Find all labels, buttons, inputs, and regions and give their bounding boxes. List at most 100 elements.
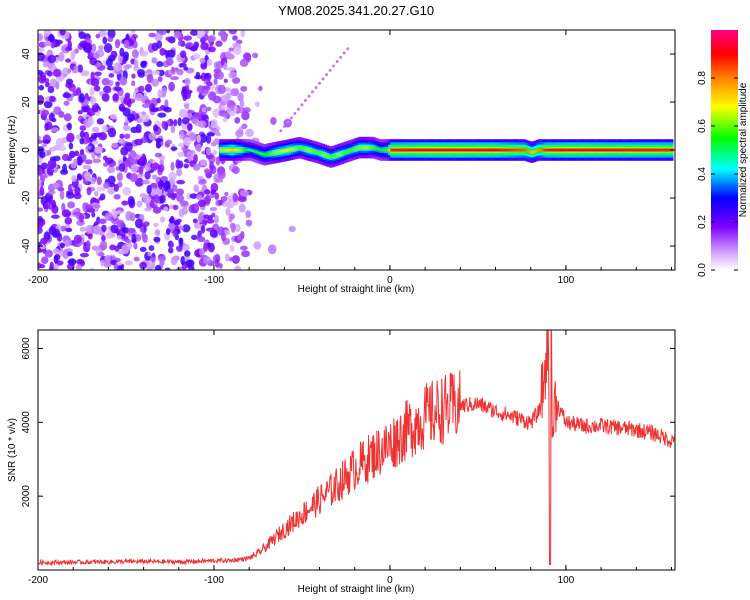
spectrogram-noise-cell <box>40 256 49 265</box>
spectrogram-noise-cell <box>79 125 87 132</box>
spectrogram-noise-cell <box>85 42 93 50</box>
spectrogram-noise-cell <box>197 199 207 208</box>
spectrogram-ridge-cell <box>288 148 292 152</box>
x-tick-label: -200 <box>28 275 48 286</box>
spectrogram-noise-cell <box>38 70 44 76</box>
spectrogram-noise-cell <box>81 104 88 113</box>
spectrogram-trace-cell <box>325 73 329 77</box>
spectrogram-noise-cell <box>67 156 72 162</box>
spectrogram-noise-cell <box>155 138 163 143</box>
spectrogram-ridge-cell <box>244 148 247 152</box>
spectrogram-trace-cell <box>346 47 350 51</box>
spectrogram-ridge-cell <box>592 148 596 152</box>
spectrogram-ridge-cell <box>565 148 568 152</box>
spectrogram-noise-cell <box>116 219 125 229</box>
spectrogram-noise-cell <box>130 30 136 34</box>
colorbar-tick-label: 0.4 <box>697 167 708 181</box>
colorbar-ticks: 0.0 0.2 0.4 0.6 0.8 <box>697 71 738 277</box>
spectrogram-noise-cell <box>101 224 107 233</box>
spectrogram-ridge-cell <box>652 148 655 152</box>
spectrogram-noise-cell <box>156 40 163 49</box>
spectrogram-noise-cell <box>73 234 82 244</box>
spectrogram-noise-cell <box>240 30 246 38</box>
spectrogram-noise-cell <box>136 69 145 76</box>
spectrogram-noise-cell <box>197 30 206 38</box>
spectrogram-noise-cell <box>228 30 238 35</box>
spectrogram-ridge-cell <box>449 148 452 152</box>
spectrogram-noise-cell <box>270 116 277 125</box>
spectrogram-ridge-cell <box>620 148 623 152</box>
spectrogram-noise-cell <box>217 226 225 236</box>
spectrogram-noise-cell <box>168 187 174 194</box>
spectrogram-noise-cell <box>245 210 251 219</box>
spectrogram-noise-cell <box>113 62 122 72</box>
colorbar: 0.0 0.2 0.4 0.6 0.8 Normalized spectral ampl… <box>697 30 749 277</box>
spectrogram-noise-cell <box>172 229 178 237</box>
spectrogram-noise-cell <box>156 61 164 68</box>
spectrogram-noise-cell <box>38 179 42 185</box>
spectrogram-ridge-cell <box>582 148 585 152</box>
spectrogram-noise-cell <box>177 160 184 169</box>
spectrogram-noise-cell <box>205 135 212 144</box>
spectrogram-noise-cell <box>122 54 129 62</box>
spectrogram-noise-cell <box>101 93 110 102</box>
spectrogram-noise-cell <box>118 163 126 172</box>
spectrogram-noise-cell <box>93 85 101 92</box>
spectrogram-ridge-cell <box>535 149 539 153</box>
spectrogram-noise-cell <box>131 73 136 79</box>
spectrogram-noise-cell <box>91 140 99 145</box>
spectrogram-noise-cell <box>200 61 208 70</box>
spectrogram-noise-cell <box>228 71 238 79</box>
spectrogram-ridge-cell <box>637 148 640 152</box>
spectrogram-noise-cell <box>245 219 253 227</box>
spectrogram-noise-cell <box>79 130 85 138</box>
spectrogram-ridge-cell <box>402 148 406 152</box>
spectrogram-noise-cell <box>177 117 182 126</box>
spectrogram-ridge-cell <box>257 151 260 155</box>
spectrogram-noise-cell <box>195 144 202 152</box>
spectrogram-ridge-cell <box>430 148 433 152</box>
spectrogram-ridge-cell <box>318 151 321 155</box>
spectrogram-noise-cell <box>212 108 220 118</box>
spectrogram-noise-cell <box>78 31 86 39</box>
spectrogram-noise-cell <box>107 30 116 39</box>
spectrogram-noise-cell <box>90 96 97 106</box>
spectrogram-noise-cell <box>53 255 59 264</box>
spectrogram-noise-cell <box>205 147 211 156</box>
spectrogram-noise-cell <box>73 65 79 74</box>
spectrogram-noise-cell <box>181 86 187 94</box>
spectrogram-noise-cell <box>164 99 169 109</box>
spectrogram-ridge-cell <box>626 148 630 152</box>
spectrogram-noise-cell <box>213 78 218 86</box>
spectrogram-noise-cell <box>73 158 78 167</box>
spectrogram-noise-cell <box>131 233 137 244</box>
spectrogram-noise-cell <box>137 85 145 93</box>
spectrogram-noise-cell <box>239 245 248 251</box>
spectrogram-noise-cell <box>87 232 93 240</box>
spectrogram-noise-cell <box>194 75 203 80</box>
spectrogram-noise-cell <box>47 86 55 94</box>
spectrogram-noise-cell <box>163 180 171 191</box>
spectrogram-noise-cell <box>142 221 150 227</box>
spectrogram-noise-cell <box>76 174 83 181</box>
snr-series-line <box>38 330 675 567</box>
spectrogram-noise-cell <box>113 263 119 270</box>
spectrogram-ridge-cell <box>622 148 625 152</box>
spectrogram-ridge-cell <box>447 148 450 152</box>
colorbar-tick-label: 0.2 <box>697 215 708 229</box>
spectrogram-noise-cell <box>99 240 108 251</box>
spectrogram-noise-cell <box>151 174 158 180</box>
spectrogram-ridge-cell <box>584 148 587 152</box>
snr-ylabel: SNR (10 * v/v) <box>7 418 18 482</box>
spectrogram-noise-cell <box>234 117 241 124</box>
spectrogram-ridge-cell <box>550 148 554 152</box>
spectrogram-noise-cell <box>124 133 131 140</box>
spectrogram-noise-cell <box>177 151 185 158</box>
spectrogram-noise-cell <box>127 241 133 249</box>
spectrogram-trace-cell <box>286 120 290 124</box>
spectrogram-noise-cell <box>84 171 92 182</box>
spectrogram-xlabel: Height of straight line (km) <box>298 284 415 295</box>
spectrogram-ridge-cell <box>348 149 351 153</box>
spectrogram-noise-cell <box>165 57 174 66</box>
spectrogram-noise-cell <box>234 223 241 233</box>
